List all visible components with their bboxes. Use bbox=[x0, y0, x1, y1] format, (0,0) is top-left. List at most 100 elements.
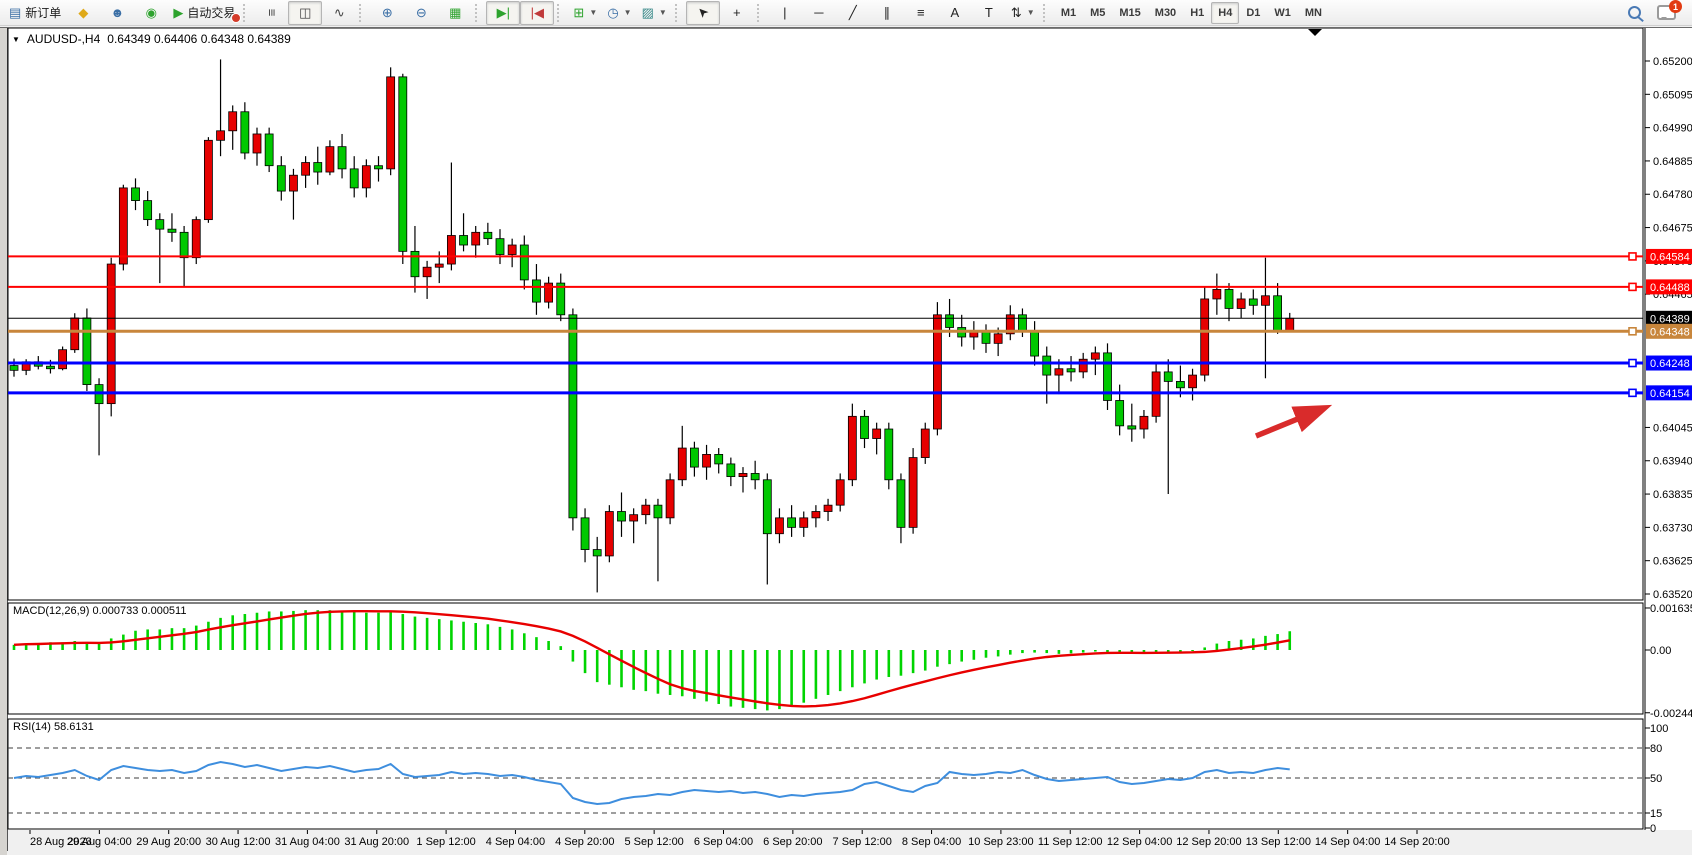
chat-icon[interactable]: 1 bbox=[1657, 0, 1682, 20]
svg-text:0.63625: 0.63625 bbox=[1653, 556, 1692, 568]
templates-icon: ▨ bbox=[641, 5, 654, 20]
periods-button[interactable]: ◷ ▼ bbox=[602, 1, 636, 25]
new-order-icon: ▤ bbox=[9, 5, 22, 20]
toolbar-separator bbox=[475, 3, 481, 22]
svg-text:4 Sep 20:00: 4 Sep 20:00 bbox=[555, 836, 614, 848]
svg-text:29 Aug 04:00: 29 Aug 04:00 bbox=[67, 836, 132, 848]
new-order-button[interactable]: ▤ 新订单 bbox=[4, 1, 66, 25]
search-icon[interactable] bbox=[1628, 6, 1641, 19]
auto-trading-button[interactable]: ▶ 自动交易 bbox=[168, 1, 242, 25]
text-label-button[interactable]: T bbox=[972, 1, 1006, 25]
svg-text:8 Sep 04:00: 8 Sep 04:00 bbox=[902, 836, 961, 848]
line-chart-button[interactable]: ∿ bbox=[322, 1, 356, 25]
timeframe-h1-button[interactable]: H1 bbox=[1190, 6, 1205, 19]
horizontal-line-button[interactable]: ─ bbox=[802, 1, 836, 25]
toolbar-separator bbox=[359, 3, 365, 22]
auto-scroll-icon: ▶| bbox=[496, 5, 511, 20]
chart-header: ▼ AUDUSD-,H4 0.64349 0.64406 0.64348 0.6… bbox=[12, 32, 291, 46]
svg-text:0.64584: 0.64584 bbox=[1650, 251, 1690, 263]
svg-text:-0.002442: -0.002442 bbox=[1650, 708, 1692, 720]
line-chart-icon: ∿ bbox=[333, 5, 345, 20]
chevron-down-icon: ▼ bbox=[658, 8, 667, 17]
chevron-down-icon: ▼ bbox=[623, 8, 632, 17]
one-click-trading-toggle[interactable]: ▼ bbox=[12, 34, 20, 44]
svg-text:0.63730: 0.63730 bbox=[1653, 522, 1692, 534]
timeframe-w1-button[interactable]: W1 bbox=[1274, 6, 1291, 19]
svg-text:0.00: 0.00 bbox=[1650, 645, 1671, 657]
svg-text:80: 80 bbox=[1650, 743, 1662, 755]
svg-text:7 Sep 12:00: 7 Sep 12:00 bbox=[833, 836, 892, 848]
timeframe-m15-button[interactable]: M15 bbox=[1119, 6, 1141, 19]
svg-text:15: 15 bbox=[1650, 808, 1662, 820]
svg-text:30 Aug 12:00: 30 Aug 12:00 bbox=[206, 836, 271, 848]
main-toolbar: ▤ 新订单 ◆ ☻ ◉ ▶ 自动交易 ≡ ◫ ∿ ⊕ ⊖ ▦ ▶| |◀ ⊞ ▼ ◷ ▼ ▨ ▼ ➤ + | ─ ╱ ∥ ≡ A T ⇅ ▼ M… bbox=[0, 0, 1692, 26]
svg-text:0.63520: 0.63520 bbox=[1653, 589, 1692, 601]
svg-text:0.64248: 0.64248 bbox=[1650, 358, 1690, 370]
tile-windows-button[interactable]: ▦ bbox=[438, 1, 472, 25]
toolbar-right-cluster: 1 bbox=[1628, 0, 1692, 20]
zoom-out-button[interactable]: ⊖ bbox=[404, 1, 438, 25]
equidistant-channel-button[interactable]: ∥ bbox=[870, 1, 904, 25]
rsi-indicator-label: RSI(14) 58.6131 bbox=[13, 721, 94, 733]
text-button[interactable]: A bbox=[938, 1, 972, 25]
svg-text:0.64045: 0.64045 bbox=[1653, 422, 1692, 434]
chevron-down-icon: ▼ bbox=[589, 8, 598, 17]
timeframe-m30-button[interactable]: M30 bbox=[1154, 6, 1177, 19]
timeframe-m1-button[interactable]: M1 bbox=[1060, 6, 1077, 19]
svg-text:0.64780: 0.64780 bbox=[1653, 189, 1692, 201]
auto-scroll-button[interactable]: ▶| bbox=[486, 0, 521, 25]
indicators-icon: ⊞ bbox=[573, 5, 585, 20]
svg-text:0.64348: 0.64348 bbox=[1650, 326, 1690, 338]
fibonacci-icon: ≡ bbox=[917, 5, 925, 20]
indicators-button[interactable]: ⊞ ▼ bbox=[568, 1, 602, 25]
svg-text:100: 100 bbox=[1650, 723, 1668, 735]
zoom-in-button[interactable]: ⊕ bbox=[370, 1, 404, 25]
text-icon: A bbox=[950, 5, 960, 20]
svg-text:0.63940: 0.63940 bbox=[1653, 456, 1692, 468]
svg-text:13 Sep 12:00: 13 Sep 12:00 bbox=[1246, 836, 1311, 848]
new-order-button-label: 新订单 bbox=[25, 6, 62, 20]
cursor-button[interactable]: ➤ bbox=[685, 0, 720, 25]
chart-wizard-button[interactable]: ◆ bbox=[66, 1, 100, 25]
periods-icon: ◷ bbox=[607, 5, 619, 20]
svg-text:0.63835: 0.63835 bbox=[1653, 489, 1692, 501]
svg-text:29 Aug 20:00: 29 Aug 20:00 bbox=[136, 836, 201, 848]
svg-text:0.64675: 0.64675 bbox=[1653, 223, 1692, 235]
vertical-line-button[interactable]: | bbox=[768, 1, 802, 25]
signals-button[interactable]: ◉ bbox=[134, 1, 168, 25]
timeframe-h4-button[interactable]: H4 bbox=[1211, 1, 1240, 24]
timeframe-d1-button[interactable]: D1 bbox=[1246, 6, 1261, 19]
svg-text:12 Sep 20:00: 12 Sep 20:00 bbox=[1176, 836, 1241, 848]
arrows-button[interactable]: ⇅ ▼ bbox=[1006, 1, 1040, 25]
chart-shift-button[interactable]: |◀ bbox=[520, 0, 555, 25]
svg-text:6 Sep 20:00: 6 Sep 20:00 bbox=[763, 836, 822, 848]
community-button[interactable]: ☻ bbox=[100, 1, 134, 25]
fibonacci-button[interactable]: ≡ bbox=[904, 1, 938, 25]
svg-text:0.65200: 0.65200 bbox=[1653, 56, 1692, 68]
timeframe-m5-button[interactable]: M5 bbox=[1090, 6, 1106, 19]
vertical-line-icon: | bbox=[783, 5, 787, 20]
zoom-in-icon: ⊕ bbox=[381, 5, 393, 20]
timeframe-mn-button[interactable]: MN bbox=[1304, 6, 1322, 19]
svg-text:0.64389: 0.64389 bbox=[1650, 313, 1690, 325]
svg-text:50: 50 bbox=[1650, 773, 1662, 785]
templates-button[interactable]: ▨ ▼ bbox=[637, 1, 672, 25]
macd-indicator-label: MACD(12,26,9) 0.000733 0.000511 bbox=[13, 605, 187, 617]
svg-text:12 Sep 04:00: 12 Sep 04:00 bbox=[1107, 836, 1172, 848]
arrows-icon: ⇅ bbox=[1010, 5, 1022, 20]
svg-text:0: 0 bbox=[1650, 823, 1656, 835]
chevron-down-icon: ▼ bbox=[1026, 8, 1035, 17]
community-icon: ☻ bbox=[110, 5, 125, 20]
svg-text:0.64885: 0.64885 bbox=[1653, 156, 1692, 168]
toolbar-separator bbox=[1042, 3, 1049, 22]
svg-text:4 Sep 04:00: 4 Sep 04:00 bbox=[486, 836, 545, 848]
candlestick-chart-button[interactable]: ◫ bbox=[288, 0, 323, 25]
svg-text:5 Sep 12:00: 5 Sep 12:00 bbox=[624, 836, 683, 848]
toolbar-separator bbox=[557, 3, 563, 22]
crosshair-button[interactable]: + bbox=[720, 1, 754, 25]
trendline-icon: ╱ bbox=[848, 5, 857, 20]
chart-ohlc-values: 0.64349 0.64406 0.64348 0.64389 bbox=[107, 32, 291, 46]
trendline-button[interactable]: ╱ bbox=[836, 1, 870, 25]
